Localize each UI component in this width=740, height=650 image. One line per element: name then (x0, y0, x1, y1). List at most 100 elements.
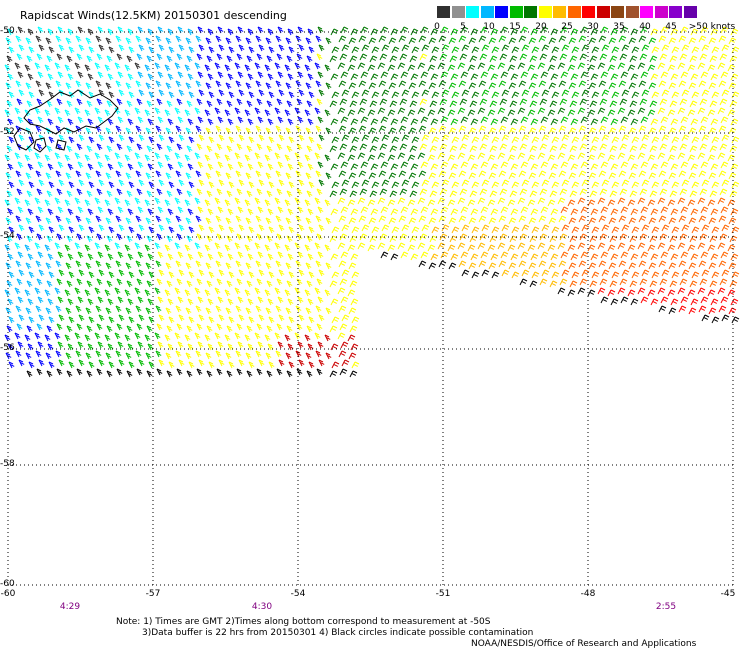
wind-barb (235, 35, 242, 43)
wind-barb (480, 161, 489, 169)
wind-barb (206, 325, 213, 333)
wind-barb (44, 244, 51, 252)
wind-barb (37, 251, 44, 259)
wind-barb (78, 224, 85, 232)
wind-barb (481, 134, 490, 142)
wind-barb (528, 262, 537, 270)
wind-barb (509, 55, 518, 63)
wind-barb (126, 145, 133, 153)
wind-barb (641, 179, 650, 187)
wind-barb (66, 325, 73, 333)
wind-barb (55, 260, 62, 268)
wind-barb (155, 305, 162, 313)
wind-barb (96, 323, 103, 331)
wind-barb (588, 262, 597, 270)
wind-barb (551, 181, 560, 189)
wind-barb (628, 82, 637, 90)
wind-barb (256, 53, 263, 61)
wind-barb (461, 179, 470, 187)
wind-barb (640, 161, 649, 169)
wind-barb (589, 100, 598, 108)
wind-barb (510, 208, 519, 216)
wind-barb (387, 244, 396, 252)
wind-barb (598, 125, 607, 133)
wind-barb (537, 152, 546, 160)
wind-barb (638, 215, 647, 223)
wind-barb (127, 253, 134, 261)
wind-barb (669, 145, 678, 153)
wind-barb (607, 199, 616, 207)
wind-barb (227, 28, 234, 36)
wind-barb (16, 98, 23, 106)
wind-barb (679, 143, 688, 151)
latitude-label: -50 (0, 26, 15, 36)
wind-barb (479, 143, 488, 151)
wind-barb (587, 199, 596, 207)
wind-barb (126, 190, 133, 198)
wind-barb (306, 325, 313, 333)
wind-barb (286, 145, 293, 153)
wind-barb (719, 98, 728, 106)
wind-barb (659, 233, 668, 241)
wind-barb (125, 172, 132, 180)
wind-barb (118, 89, 125, 97)
wind-barb (520, 71, 529, 79)
wind-barb (347, 64, 356, 72)
wind-barb (227, 163, 234, 171)
wind-barb (679, 53, 688, 61)
wind-barb (377, 107, 386, 115)
wind-barb (721, 314, 730, 322)
wind-barb (599, 98, 608, 106)
wind-barb (297, 71, 304, 79)
wind-barb (274, 107, 281, 115)
wind-barb (176, 278, 183, 286)
wind-barb (157, 251, 164, 259)
wind-barb (387, 199, 396, 207)
wind-barb (660, 251, 669, 259)
wind-barb (305, 307, 312, 315)
wind-barb (647, 244, 656, 252)
wind-barb (577, 242, 586, 250)
wind-barb (409, 55, 418, 63)
wind-barb (88, 181, 95, 189)
wind-barb (107, 298, 114, 306)
wind-barb (400, 116, 409, 124)
wind-barb (65, 262, 72, 270)
wind-barb (305, 37, 312, 45)
wind-barb (640, 71, 649, 79)
wind-barb (245, 217, 252, 225)
wind-barb (721, 44, 730, 52)
wind-barb (559, 233, 568, 241)
wind-barb (339, 143, 348, 151)
wind-barb (401, 224, 410, 232)
wind-barb (420, 206, 429, 214)
wind-barb (38, 44, 45, 52)
wind-barb (236, 143, 243, 151)
wind-barb (266, 55, 273, 63)
wind-barb (218, 269, 225, 277)
wind-barb (690, 118, 699, 126)
wind-barb (267, 28, 274, 36)
wind-barb (418, 80, 427, 88)
wind-barb (491, 181, 500, 189)
wind-barb (568, 37, 577, 45)
wind-barb (68, 316, 75, 324)
wind-barb (617, 152, 626, 160)
legend-label: 40 (639, 22, 651, 32)
wind-barb (264, 154, 271, 162)
wind-barb (227, 298, 234, 306)
wind-barb (561, 269, 570, 277)
wind-barb (499, 53, 508, 61)
wind-barb (571, 46, 580, 54)
legend-label: 25 (561, 22, 573, 32)
wind-barb (617, 107, 626, 115)
wind-barb (35, 350, 42, 358)
wind-barb (246, 100, 253, 108)
wind-barb (470, 118, 479, 126)
wind-barb (145, 217, 152, 225)
wind-barb (489, 190, 498, 198)
wind-barb (54, 62, 61, 70)
wind-barb (668, 307, 677, 315)
wind-barb (137, 251, 144, 259)
